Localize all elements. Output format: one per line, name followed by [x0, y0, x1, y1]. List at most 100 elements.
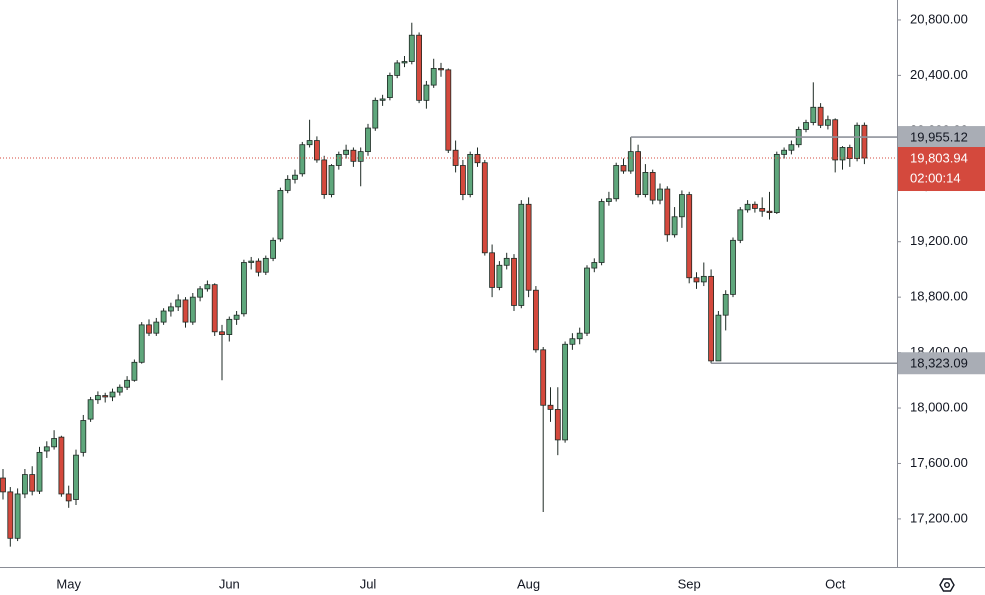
- candle-body: [255, 260, 262, 273]
- candle-body: [43, 446, 50, 452]
- candle-body: [649, 172, 656, 201]
- candle-body: [817, 106, 824, 126]
- candle-body: [182, 299, 189, 323]
- candle-body: [394, 62, 401, 76]
- candle-body: [36, 451, 43, 492]
- candle-body: [620, 165, 627, 172]
- candle-body: [679, 194, 685, 218]
- candle-body: [773, 153, 780, 214]
- candle-body: [51, 438, 57, 448]
- candle-body: [752, 203, 758, 209]
- candle-body: [321, 159, 328, 195]
- candle-body: [284, 178, 291, 191]
- candle-body: [306, 140, 313, 146]
- candle-body: [576, 332, 583, 340]
- candle-body: [657, 188, 663, 201]
- countdown-label: 02:00:14: [910, 170, 961, 185]
- candle-body: [197, 288, 204, 298]
- candle-body: [686, 194, 693, 279]
- candle-body: [175, 299, 182, 308]
- candle-body: [408, 34, 415, 62]
- y-tick-label: 17,200.00: [910, 510, 968, 525]
- candle-body: [124, 379, 130, 388]
- x-tick-label: May: [56, 576, 81, 591]
- candle-body: [204, 284, 211, 290]
- candle-body: [511, 257, 517, 306]
- candle-body: [584, 267, 590, 334]
- candle-body: [759, 208, 766, 212]
- candle-body: [481, 162, 488, 254]
- candle-body: [102, 395, 109, 398]
- candle-body: [248, 260, 255, 263]
- candle-body: [95, 395, 101, 401]
- candle-body: [233, 314, 240, 320]
- candle-body: [788, 144, 795, 151]
- candle-body: [386, 74, 393, 98]
- candle-body: [372, 99, 379, 129]
- candle-body: [569, 338, 576, 345]
- candle-body: [533, 289, 539, 351]
- candle-body: [503, 257, 510, 266]
- y-tick-label: 18,800.00: [910, 289, 968, 304]
- candle-body: [496, 264, 503, 288]
- candle-body: [328, 165, 335, 195]
- candle-body: [189, 296, 196, 323]
- candle-body: [240, 262, 247, 315]
- candle-body: [459, 165, 466, 195]
- candle-body: [591, 262, 598, 269]
- candle-body: [219, 331, 225, 335]
- settings-dot[interactable]: [944, 582, 950, 588]
- y-tick-label: 20,800.00: [910, 11, 968, 26]
- candle-body: [438, 68, 444, 71]
- candle-body: [540, 349, 547, 406]
- candle-body: [160, 310, 167, 323]
- candle-body: [109, 391, 116, 398]
- price-level-label: 18,323.09: [910, 356, 968, 371]
- last-price-box: [898, 147, 985, 192]
- candle-body: [562, 343, 568, 441]
- candle-body: [474, 153, 481, 164]
- candle-body: [664, 188, 671, 236]
- candle-body: [554, 409, 561, 441]
- candle-body: [73, 454, 79, 500]
- price-level-box: [898, 126, 985, 149]
- settings-icon[interactable]: [939, 578, 955, 592]
- candle-body: [854, 124, 860, 159]
- price-level-label: 19,955.12: [910, 129, 968, 144]
- candle-body: [379, 98, 386, 101]
- candle-body: [0, 477, 6, 493]
- candle-body: [810, 106, 817, 123]
- candle-body: [839, 147, 846, 161]
- candle-body: [744, 203, 751, 211]
- price-level-box: [898, 352, 985, 375]
- candle-body: [832, 119, 839, 161]
- candle-body: [730, 239, 736, 295]
- candle-body: [861, 124, 868, 159]
- candle-body: [153, 321, 160, 334]
- candle-body: [547, 404, 554, 410]
- candle-body: [365, 127, 371, 153]
- candles: [0, 22, 868, 547]
- candle-body: [131, 361, 138, 381]
- candle-body: [737, 209, 744, 241]
- candle-body: [80, 420, 87, 453]
- candle-body: [467, 153, 474, 195]
- candle-body: [343, 149, 350, 155]
- candle-body: [635, 151, 641, 195]
- candle-body: [700, 275, 707, 283]
- y-tick-label: 20,400.00: [910, 67, 968, 82]
- candle-body: [299, 144, 306, 175]
- candle-body: [846, 147, 853, 159]
- y-tick-label: 18,000.00: [910, 399, 968, 414]
- candle-body: [65, 493, 72, 502]
- candle-body: [671, 216, 678, 236]
- candle-body: [138, 324, 145, 363]
- x-tick-label: Jun: [219, 576, 240, 591]
- candle-body: [167, 306, 174, 312]
- candle-body: [29, 474, 36, 492]
- candle-body: [226, 318, 233, 335]
- settings-hexagon[interactable]: [939, 578, 955, 592]
- candle-body: [627, 151, 634, 172]
